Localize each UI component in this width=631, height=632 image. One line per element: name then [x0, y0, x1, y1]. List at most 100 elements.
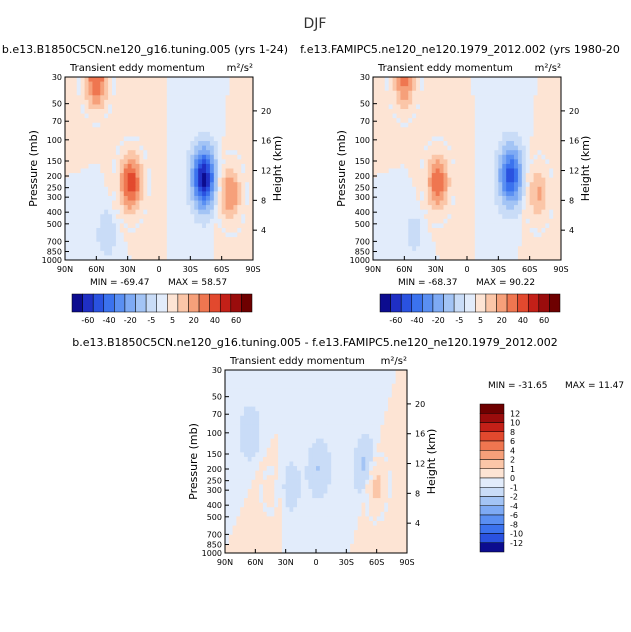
- heatmap-cell: [213, 255, 219, 261]
- heatmap-cell: [549, 232, 554, 238]
- heatmap-cell: [178, 109, 183, 115]
- heatmap-cell: [108, 237, 113, 243]
- heatmap-cell: [463, 95, 468, 101]
- heatmap-cell: [338, 374, 343, 380]
- heatmap-cell: [395, 438, 400, 444]
- heatmap-cell: [319, 429, 324, 435]
- heatmap-cell: [243, 402, 249, 407]
- heatmap-cell: [108, 127, 113, 133]
- heatmap-cell: [243, 447, 249, 453]
- heatmap-cell: [174, 237, 179, 243]
- heatmap-cell: [423, 241, 429, 247]
- heatmap-cell: [403, 447, 408, 453]
- heatmap-cell: [247, 370, 252, 375]
- heatmap-cell: [396, 122, 401, 128]
- heatmap-cell: [435, 200, 440, 206]
- heatmap-cell: [155, 223, 160, 229]
- heatmap-cell: [427, 177, 433, 183]
- heatmap-cell: [308, 392, 313, 398]
- heatmap-cell: [392, 218, 397, 224]
- heatmap-cell: [170, 246, 176, 252]
- heatmap-cell: [198, 95, 203, 101]
- heatmap-cell: [376, 154, 382, 160]
- heatmap-cell: [537, 250, 542, 256]
- heatmap-cell: [65, 214, 70, 220]
- heatmap-cell: [115, 136, 121, 142]
- heatmap-cell: [72, 159, 78, 165]
- heatmap-cell: [502, 214, 507, 220]
- heatmap-cell: [506, 99, 511, 105]
- heatmap-cell: [68, 77, 74, 82]
- heatmap-cell: [391, 388, 397, 394]
- heatmap-cell: [416, 200, 421, 206]
- heatmap-cell: [289, 411, 294, 417]
- heatmap-cell: [537, 127, 542, 133]
- heatmap-cell: [170, 209, 176, 215]
- heatmap-cell: [350, 456, 355, 462]
- heatmap-cell: [151, 241, 156, 247]
- heatmap-cell: [237, 113, 242, 119]
- heatmap-cell: [353, 379, 359, 385]
- heatmap-cell: [327, 420, 332, 426]
- heatmap-cell: [241, 250, 246, 256]
- heatmap-cell: [384, 104, 390, 110]
- heatmap-cell: [323, 388, 328, 394]
- heatmap-cell: [147, 209, 152, 215]
- heatmap-cell: [431, 99, 437, 105]
- heatmap-cell: [143, 237, 148, 243]
- heatmap-cell: [115, 113, 121, 119]
- heatmap-cell: [202, 177, 207, 183]
- heatmap-cell: [533, 150, 538, 156]
- heatmap-cell: [494, 195, 499, 201]
- heatmap-cell: [455, 95, 460, 101]
- heatmap-cell: [447, 127, 452, 133]
- heatmap-cell: [237, 223, 242, 229]
- heatmap-cell: [443, 154, 448, 160]
- heatmap-cell: [104, 136, 109, 142]
- heatmap-cell: [166, 186, 172, 192]
- heatmap-cell: [65, 113, 70, 119]
- heatmap-cell: [388, 159, 393, 165]
- heatmap-cell: [259, 411, 264, 417]
- heatmap-cell: [131, 127, 136, 133]
- heatmap-cell: [80, 191, 85, 197]
- heatmap-cell: [392, 168, 397, 174]
- heatmap-cell: [190, 223, 195, 229]
- heatmap-cell: [135, 122, 140, 128]
- heatmap-cell: [521, 191, 527, 197]
- heatmap-cell: [517, 255, 523, 261]
- heatmap-cell: [221, 227, 226, 233]
- heatmap-cell: [68, 209, 74, 215]
- heatmap-cell: [232, 392, 237, 398]
- heatmap-cell: [396, 200, 401, 206]
- heatmap-cell: [262, 374, 268, 380]
- heatmap-cell: [249, 163, 254, 169]
- heatmap-cell: [274, 443, 279, 449]
- heatmap-cell: [486, 191, 491, 197]
- heatmap-cell: [221, 136, 226, 142]
- heatmap-cell: [384, 168, 390, 174]
- heatmap-cell: [545, 195, 550, 201]
- heatmap-cell: [221, 195, 226, 201]
- heatmap-cell: [297, 406, 302, 412]
- heatmap-cell: [217, 118, 223, 124]
- heatmap-cell: [285, 383, 290, 389]
- heatmap-cell: [162, 250, 168, 256]
- heatmap-cell: [143, 150, 148, 156]
- heatmap-cell: [206, 81, 211, 87]
- heatmap-cell: [439, 223, 444, 229]
- heatmap-cell: [510, 95, 515, 101]
- heatmap-cell: [241, 218, 246, 224]
- heatmap-cell: [281, 383, 287, 389]
- heatmap-cell: [245, 250, 250, 256]
- heatmap-cell: [308, 438, 313, 444]
- heatmap-cell: [482, 255, 487, 261]
- heatmap-cell: [376, 163, 382, 169]
- panel-title: b.e13.B1850C5CN.ne120_g16.tuning.005 (yr…: [2, 43, 288, 56]
- heatmap-cell: [241, 255, 246, 261]
- heatmap-cell: [380, 168, 386, 174]
- heatmap-cell: [285, 461, 290, 467]
- heatmap-cell: [376, 255, 382, 261]
- heatmap-cell: [123, 237, 129, 243]
- heatmap-cell: [470, 205, 476, 211]
